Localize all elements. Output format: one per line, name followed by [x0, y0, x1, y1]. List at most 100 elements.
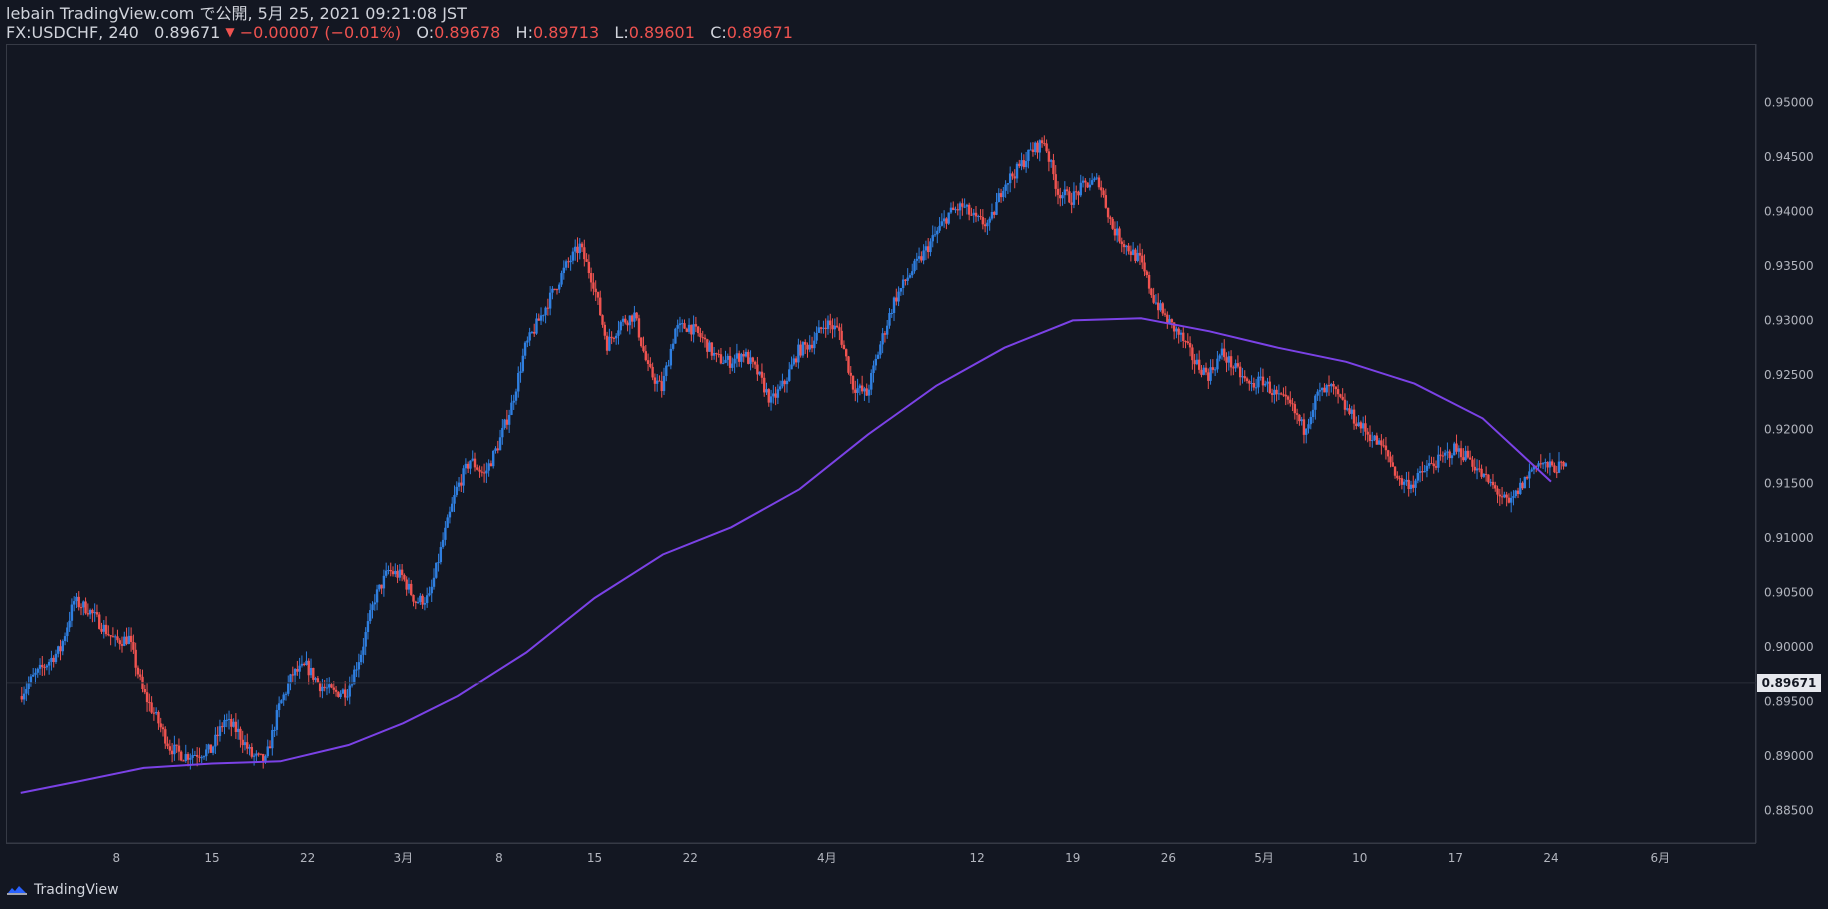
candle-body — [129, 635, 133, 643]
candle-body — [990, 211, 994, 219]
candle-body — [858, 385, 862, 389]
candle-body — [396, 570, 399, 578]
candle-body — [1238, 366, 1242, 378]
candle-body — [1398, 478, 1401, 480]
y-tick-label: 0.95000 — [1764, 96, 1814, 110]
candle-body — [551, 288, 554, 293]
candle-body — [205, 749, 208, 757]
x-tick-label: 22 — [300, 851, 315, 865]
candle-body — [753, 361, 757, 365]
candle-body — [1528, 471, 1531, 479]
candle-body — [70, 604, 74, 621]
candle-body — [1109, 217, 1112, 219]
candle-body — [184, 754, 187, 762]
candle-body — [997, 193, 1000, 202]
candle-body — [1179, 332, 1183, 335]
candle-body — [699, 333, 702, 338]
candle-body — [653, 377, 657, 384]
candle-body — [1086, 182, 1089, 188]
candle-body — [1015, 163, 1019, 179]
candle-body — [275, 710, 279, 730]
candle-body — [1100, 187, 1103, 191]
candle-body — [1443, 452, 1447, 456]
candle-body — [567, 261, 570, 263]
candle-body — [988, 218, 991, 223]
candle-body — [694, 324, 698, 327]
candle-body — [182, 760, 185, 762]
x-tick-label: 22 — [683, 851, 698, 865]
candle-body — [678, 323, 682, 326]
candle-body — [168, 746, 172, 751]
candle-body — [250, 747, 254, 757]
candle-body — [139, 674, 142, 677]
candle-body — [1562, 461, 1565, 467]
candle-body — [544, 307, 547, 316]
candle-body — [1254, 387, 1258, 389]
candle-body — [460, 482, 463, 486]
x-tick-label: 3月 — [393, 851, 413, 865]
candle-body — [1289, 399, 1292, 404]
candle-body — [1557, 461, 1561, 473]
candle-body — [1207, 372, 1210, 381]
candle-body — [321, 686, 324, 692]
candle-body — [806, 344, 809, 350]
candle-body — [1022, 160, 1026, 168]
candle-body — [1081, 180, 1085, 183]
candle-body — [808, 344, 811, 350]
candle-body — [1373, 435, 1376, 441]
footer-brand[interactable]: TradingView — [34, 882, 119, 898]
candle-body — [1462, 457, 1465, 461]
candle-body — [1482, 473, 1486, 477]
candle-body — [908, 275, 912, 278]
candle-body — [1284, 394, 1287, 397]
candle-body — [389, 570, 392, 572]
candle-body — [1191, 347, 1194, 361]
y-tick-label: 0.90000 — [1764, 640, 1814, 654]
candle-body — [1034, 142, 1037, 152]
candle-body — [1143, 262, 1146, 272]
candle-body — [1150, 288, 1153, 296]
candle-body — [917, 256, 921, 259]
candle-body — [1437, 454, 1440, 468]
tradingview-logo-icon[interactable] — [6, 883, 28, 897]
candle-body — [815, 332, 818, 341]
candle-body — [952, 207, 955, 210]
candle-body — [1350, 409, 1353, 414]
candle-body — [897, 291, 900, 302]
candle-body — [1268, 381, 1271, 394]
candle-body — [175, 744, 178, 746]
candle-body — [1134, 249, 1137, 261]
candle-body — [974, 212, 978, 217]
candle-body — [781, 380, 784, 387]
open-value: 0.89678 — [434, 23, 501, 42]
candle-body — [503, 419, 506, 428]
candle-body — [1466, 450, 1470, 458]
candle-body — [1131, 249, 1135, 255]
candle-body — [246, 742, 249, 749]
candle-body — [173, 744, 176, 755]
candle-body — [498, 437, 502, 451]
candle-body — [1018, 163, 1021, 167]
candle-body — [1054, 174, 1057, 189]
candle-body — [1068, 191, 1071, 203]
candle-body — [1125, 245, 1128, 248]
candle-body — [1560, 461, 1563, 463]
candle-body — [1480, 468, 1483, 477]
symbol-label[interactable]: FX:USDCHF, 240 — [6, 23, 139, 42]
candle-body — [690, 324, 693, 335]
candle-body — [230, 718, 233, 727]
candle-body — [1172, 322, 1176, 332]
candle-body — [1487, 474, 1490, 483]
candle-body — [448, 511, 452, 518]
candle-body — [180, 751, 183, 761]
candle-body — [446, 517, 449, 528]
candle-body — [428, 593, 431, 596]
candle-body — [735, 353, 739, 359]
candle-body — [553, 288, 556, 290]
candle-body — [514, 391, 518, 401]
candle-body — [54, 653, 58, 663]
candle-body — [332, 687, 335, 690]
y-axis: 0.95000 0.94500 0.94000 0.93500 0.93000 0.925… — [1755, 44, 1814, 843]
candle-body — [819, 327, 823, 329]
